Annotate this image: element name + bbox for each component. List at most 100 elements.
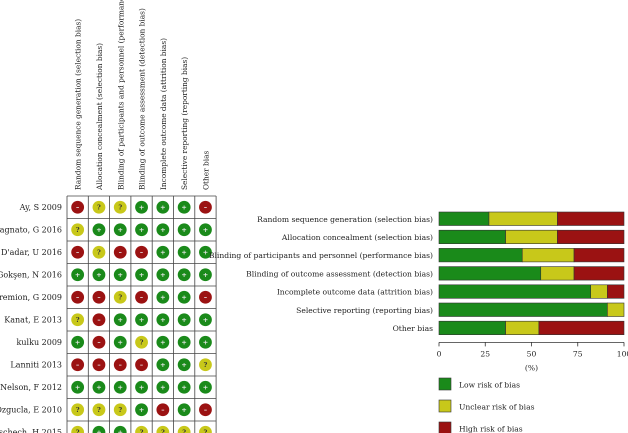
summary-rating-circle-low (199, 268, 212, 282)
summary-rating-circle-high (135, 290, 148, 304)
summary-rating-circle-unclear (199, 358, 212, 372)
graph-category-label: Selective reporting (reporting bias) (296, 306, 433, 315)
graph-bar-unclear (540, 266, 575, 281)
summary-rating-circle-high (113, 358, 127, 372)
summary-rating-symbol: – (119, 361, 122, 369)
summary-rating-symbol: + (160, 226, 165, 234)
summary-rating-symbol: – (76, 294, 79, 302)
summary-rating-circle-low (177, 335, 191, 349)
summary-rating-circle-low (199, 245, 212, 259)
graph-bar-unclear (505, 229, 558, 244)
summary-rating-symbol: + (203, 271, 208, 279)
summary-rating-circle-unclear (71, 313, 85, 327)
summary-rating-circle-high (71, 245, 85, 259)
summary-rating-symbol: ? (76, 226, 80, 234)
graph-bar-high (538, 320, 625, 336)
summary-rating-circle-low (199, 335, 212, 349)
graph-bar-low (438, 248, 523, 263)
summary-rating-circle-unclear (113, 200, 127, 214)
summary-column-header: Allocation concealment (selection bias) (95, 43, 104, 191)
summary-rating-symbol: – (97, 361, 100, 369)
graph-bar-unclear (521, 248, 575, 263)
summary-rating-circle-unclear (135, 335, 148, 349)
summary-rating-symbol: + (203, 226, 208, 234)
summary-rating-circle-unclear (113, 290, 127, 304)
summary-rating-circle-low (177, 380, 191, 394)
summary-rating-symbol: – (119, 249, 122, 257)
summary-rating-symbol: – (204, 294, 207, 302)
summary-rating-symbol: + (118, 339, 123, 347)
graph-x-tick-label: 75 (573, 349, 583, 358)
graph-bar-high (607, 284, 625, 299)
graph-bar-high (573, 266, 625, 281)
graph-category-label: Blinding of participants and personnel (… (209, 251, 433, 260)
summary-rating-circle-high (135, 245, 148, 259)
summary-rating-circle-unclear (71, 425, 85, 433)
summary-rating-symbol: ? (97, 406, 101, 414)
summary-rating-symbol: + (139, 384, 144, 392)
summary-rating-symbol: + (118, 429, 123, 433)
summary-study-label: Gokşen, N 2016 (0, 271, 62, 280)
summary-rating-symbol: – (97, 294, 100, 302)
summary-rating-circle-unclear (135, 425, 148, 433)
summary-rating-symbol: + (181, 361, 186, 369)
graph-bar-unclear (505, 320, 540, 336)
summary-study-label: Nelson, F 2012 (0, 383, 62, 392)
summary-column-header: Other bias (201, 150, 210, 190)
summary-rating-circle-high (199, 290, 212, 304)
summary-rating-circle-high (113, 245, 127, 259)
summary-rating-circle-high (92, 313, 106, 327)
summary-rating-symbol: – (204, 204, 207, 212)
summary-rating-circle-low (177, 358, 191, 372)
summary-rating-circle-low (156, 358, 170, 372)
summary-rating-circle-low (135, 223, 148, 237)
summary-rating-circle-low (199, 380, 212, 394)
summary-rating-symbol: + (96, 429, 101, 433)
summary-rating-circle-high (71, 290, 85, 304)
summary-rating-circle-unclear (199, 425, 212, 433)
summary-column-header: Random sequence generation (selection bi… (74, 19, 83, 190)
summary-rating-circle-low (92, 268, 106, 282)
summary-rating-circle-low (113, 313, 127, 327)
summary-rating-symbol: + (181, 316, 186, 324)
summary-study-label: Kanat, E 2013 (4, 316, 62, 325)
summary-rating-symbol: + (96, 384, 101, 392)
summary-rating-circle-low (177, 290, 191, 304)
graph-category-label: Incomplete outcome data (attrition bias) (277, 288, 433, 297)
summary-column-header: Selective reporting (reporting bias) (180, 57, 189, 190)
summary-rating-symbol: + (160, 361, 165, 369)
summary-rating-symbol: + (203, 249, 208, 257)
graph-bar-low (438, 229, 506, 244)
summary-rating-circle-high (92, 335, 106, 349)
legend-swatch-unclear (438, 399, 452, 413)
summary-rating-symbol: + (203, 339, 208, 347)
summary-rating-symbol: + (203, 384, 208, 392)
summary-rating-symbol: + (96, 226, 101, 234)
summary-study-label: Bagnato, G 2016 (0, 226, 62, 235)
summary-rating-symbol: ? (97, 204, 101, 212)
summary-rating-symbol: + (118, 226, 123, 234)
summary-rating-symbol: ? (76, 406, 80, 414)
summary-rating-symbol: – (97, 339, 100, 347)
graph-bar-low (438, 266, 542, 281)
summary-rating-symbol: – (140, 249, 143, 257)
summary-rating-symbol: ? (76, 429, 80, 433)
summary-rating-symbol: + (181, 384, 186, 392)
summary-rating-circle-low (177, 200, 191, 214)
summary-study-label: Gremion, G 2009 (0, 293, 62, 302)
summary-rating-circle-low (92, 223, 106, 237)
summary-rating-circle-low (177, 245, 191, 259)
summary-rating-symbol: ? (204, 429, 208, 433)
legend-label: High risk of bias (459, 425, 523, 433)
summary-rating-circle-unclear (92, 245, 106, 259)
summary-rating-circle-low (113, 335, 127, 349)
summary-rating-symbol: ? (161, 429, 165, 433)
summary-rating-symbol: – (204, 406, 207, 414)
graph-bar-high (573, 248, 625, 263)
summary-rating-circle-low (113, 223, 127, 237)
summary-rating-symbol: + (139, 226, 144, 234)
summary-rating-symbol: + (160, 316, 165, 324)
summary-rating-symbol: + (75, 271, 80, 279)
legend-label: Unclear risk of bias (459, 403, 535, 412)
summary-rating-symbol: ? (118, 204, 122, 212)
